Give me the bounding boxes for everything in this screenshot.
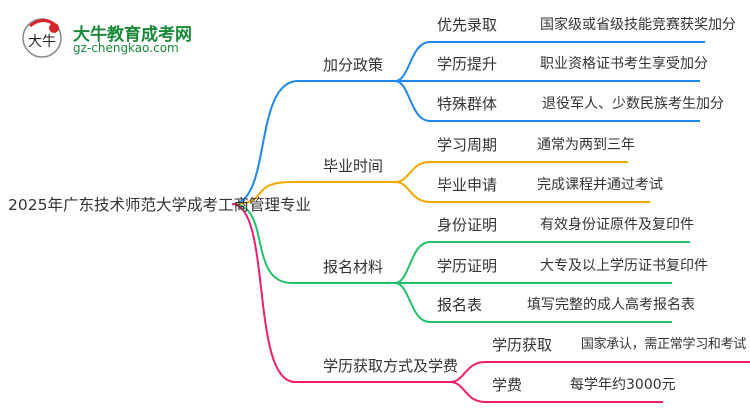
branch-node: 加分政策 [323, 56, 384, 74]
root-node: 2025年广东技术师范大学成考工商管理专业 [8, 196, 311, 214]
branch-connector [231, 181, 395, 205]
logo-mark-icon: 大牛 [22, 18, 62, 58]
logo: 大牛 大牛教育成考网 gz-chengkao.com [18, 14, 218, 60]
leaf-label: 报名表 [437, 296, 483, 314]
leaf-detail: 通常为两到三年 [537, 137, 635, 153]
leaf-detail: 国家级或省级技能竞赛获奖加分 [540, 17, 736, 33]
leaf-detail: 每学年约3000元 [570, 377, 676, 393]
branch-connector [231, 203, 450, 383]
leaf-detail: 大专及以上学历证书复印件 [540, 258, 708, 274]
leaf-label: 优先录取 [437, 16, 498, 34]
leaf-connector [449, 361, 750, 383]
leaf-connector [394, 241, 690, 284]
leaf-connector [394, 181, 650, 203]
leaf-label: 学习周期 [437, 136, 498, 154]
branch-node: 报名材料 [323, 258, 384, 276]
branch-connector [231, 203, 395, 284]
leaf-detail: 填写完整的成人高考报名表 [527, 297, 695, 313]
leaf-detail: 有效身份证原件及复印件 [540, 217, 694, 233]
logo-name: 大牛教育成考网 [73, 25, 192, 45]
leaf-connector [394, 80, 700, 122]
leaf-label: 学历提升 [437, 55, 498, 73]
leaf-label: 学历证明 [437, 257, 498, 275]
logo-url: gz-chengkao.com [73, 41, 179, 55]
branch-node: 毕业时间 [323, 157, 384, 175]
branch-connector [231, 80, 395, 205]
leaf-detail: 国家承认，需正常学习和考试 [580, 337, 746, 352]
leaf-connector [394, 282, 672, 323]
leaf-label: 学历获取 [492, 336, 553, 354]
leaf-connector [394, 161, 628, 183]
leaf-detail: 退役军人、少数民族考生加分 [542, 96, 724, 112]
svg-text:大牛: 大牛 [28, 34, 56, 50]
leaf-label: 身份证明 [437, 216, 498, 234]
leaf-label: 特殊群体 [437, 95, 498, 113]
leaf-label: 毕业申请 [437, 176, 498, 194]
branch-node: 学历获取方式及学费 [323, 357, 459, 375]
leaf-connector [449, 381, 663, 403]
leaf-detail: 完成课程并通过考试 [537, 177, 663, 193]
leaf-connector [394, 41, 705, 82]
leaf-label: 学费 [492, 376, 523, 394]
leaf-detail: 职业资格证书考生享受加分 [540, 56, 708, 72]
